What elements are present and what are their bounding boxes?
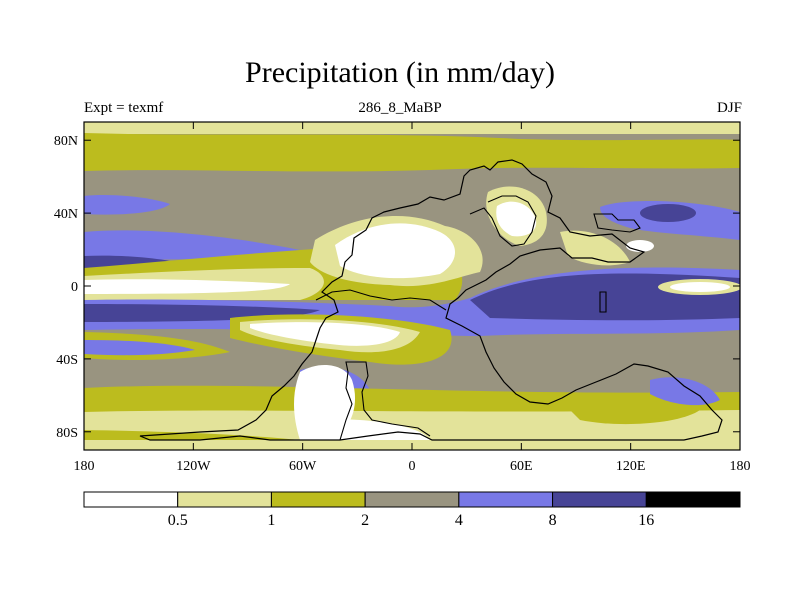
colorbar-swatch [458, 491, 554, 508]
axis-ticks: 80N 40N 0 40S 80S 180 120W 60W 0 60E 120E 180 [54, 122, 751, 474]
colorbar-label: 16 [638, 512, 654, 529]
colorbar-label: 4 [455, 512, 463, 529]
lon-tick-label: 60E [510, 459, 533, 474]
field-north-pangaea-dry [335, 223, 455, 279]
field-north-pacific-track [84, 194, 170, 215]
colorbar-label: 1 [267, 512, 275, 529]
lon-tick-label: 0 [409, 459, 416, 474]
island-outline [599, 291, 607, 313]
season-label: DJF [716, 100, 742, 116]
lat-tick-label: 80S [56, 426, 78, 441]
field-arctic-band-2 [84, 150, 380, 164]
lon-tick-label: 180 [74, 459, 95, 474]
colorbar-swatch [364, 491, 460, 508]
field-gondwana-dry [250, 322, 400, 346]
field-asia-dark [640, 204, 696, 222]
colorbar-swatch [270, 491, 366, 508]
colorbar-label: 8 [549, 512, 557, 529]
southern-inner-coast [339, 361, 431, 441]
colorbar-swatch [83, 491, 179, 508]
colorbar-swatch [645, 491, 741, 508]
field-east-dry [670, 282, 730, 292]
tethys-inner-coast [315, 289, 447, 311]
colorbar-label: 2 [361, 512, 369, 529]
field-north-band-blue [84, 230, 300, 262]
field-australia-yellow [560, 396, 700, 425]
lon-tick-label: 120E [616, 459, 646, 474]
continent-outline [139, 159, 723, 441]
pangaea-coastline [139, 159, 723, 441]
experiment-label: Expt = texmf [84, 100, 164, 116]
lon-tick-label: 60W [289, 459, 317, 474]
period-label: 286_8_MaBP [358, 100, 442, 116]
colorbar-swatch [552, 491, 647, 508]
field-antarctic-dry [300, 418, 430, 440]
lat-tick-label: 40N [54, 207, 78, 222]
siberia-inner-coast [469, 195, 537, 247]
field-cathaysia-light [560, 230, 630, 266]
lon-tick-label: 180 [730, 459, 751, 474]
field-asia-dry [626, 240, 654, 252]
colorbar-label: 0.5 [168, 512, 188, 529]
lon-tick-label: 120W [176, 459, 211, 474]
field-siberia-dry [496, 201, 537, 237]
lat-tick-label: 40S [56, 353, 78, 368]
lat-tick-label: 80N [54, 134, 78, 149]
contour-field [84, 122, 740, 450]
colorbar-swatch [177, 491, 272, 508]
field-south-strip [84, 430, 300, 440]
lat-tick-label: 0 [71, 280, 78, 295]
field-south-pacific-blue [84, 340, 195, 356]
asian-block-outline [593, 213, 641, 233]
map-title: Precipitation (in mm/day) [245, 56, 555, 89]
field-dry-equatorial-pacific [84, 279, 290, 294]
colorbar: 0.5 1 2 4 8 16 [83, 491, 741, 529]
